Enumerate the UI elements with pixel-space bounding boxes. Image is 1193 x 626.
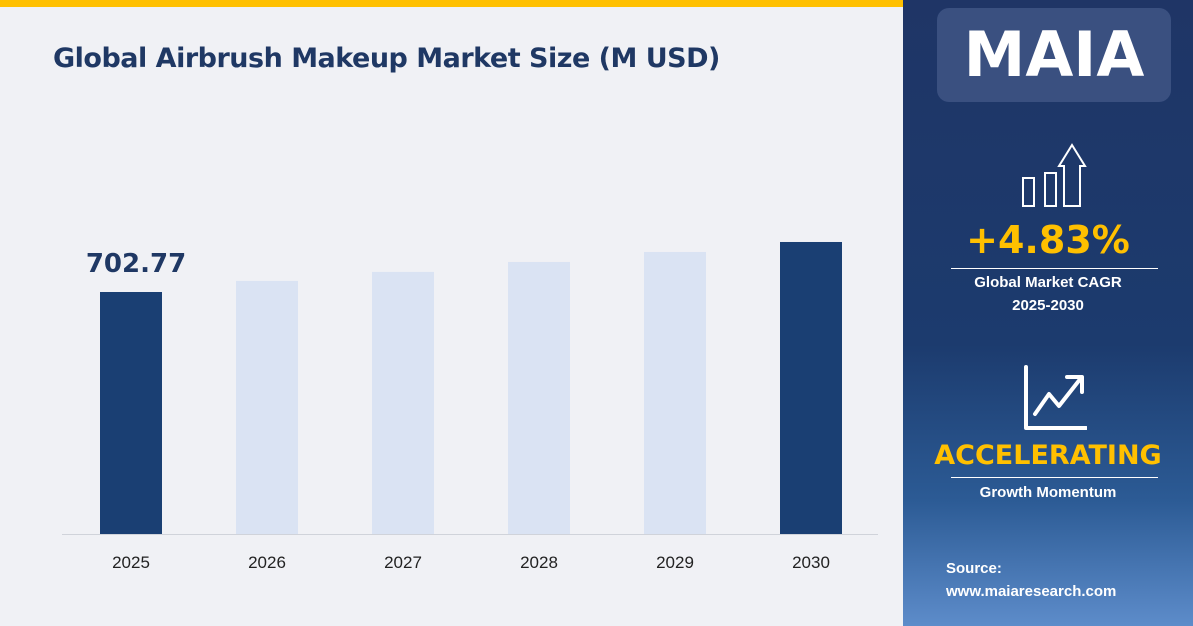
divider xyxy=(951,477,1158,478)
source-label: Source: xyxy=(946,560,1002,577)
top-accent-bar xyxy=(0,0,903,7)
x-tick-label: 2026 xyxy=(248,553,286,572)
bar-2030 xyxy=(780,241,842,534)
maia-logo: MAIA xyxy=(937,8,1171,102)
divider xyxy=(951,268,1158,269)
x-tick-label: 2030 xyxy=(792,553,830,572)
x-tick-label: 2025 xyxy=(112,553,150,572)
x-tick-label: 2027 xyxy=(384,553,422,572)
bar-2026 xyxy=(236,280,298,534)
bar-2025 xyxy=(100,292,162,534)
cagr-label: Global Market CAGR xyxy=(974,274,1122,291)
x-tick-label: 2029 xyxy=(656,553,694,572)
bar-2029 xyxy=(644,251,706,534)
cagr-value: +4.83% xyxy=(966,218,1130,262)
bar-growth-icon xyxy=(1022,143,1087,207)
cagr-period: 2025-2030 xyxy=(1012,297,1084,314)
chart-title: Global Airbrush Makeup Market Size (M US… xyxy=(53,43,720,74)
bar-2027 xyxy=(372,271,434,534)
bar-chart: 2025 702.77 2026 2027 2028 2029 2030 xyxy=(62,241,878,572)
x-tick-label: 2028 xyxy=(520,553,558,572)
source-url[interactable]: www.maiaresearch.com xyxy=(946,583,1117,600)
momentum-value: ACCELERATING xyxy=(934,440,1162,471)
data-label: 702.77 xyxy=(86,249,186,279)
momentum-label: Growth Momentum xyxy=(979,484,1117,501)
trend-chart-icon xyxy=(1024,365,1087,430)
bar-2028 xyxy=(508,261,570,534)
side-panel: MAIA +4.83% Global Market CAGR 2025-2030… xyxy=(903,0,1193,626)
